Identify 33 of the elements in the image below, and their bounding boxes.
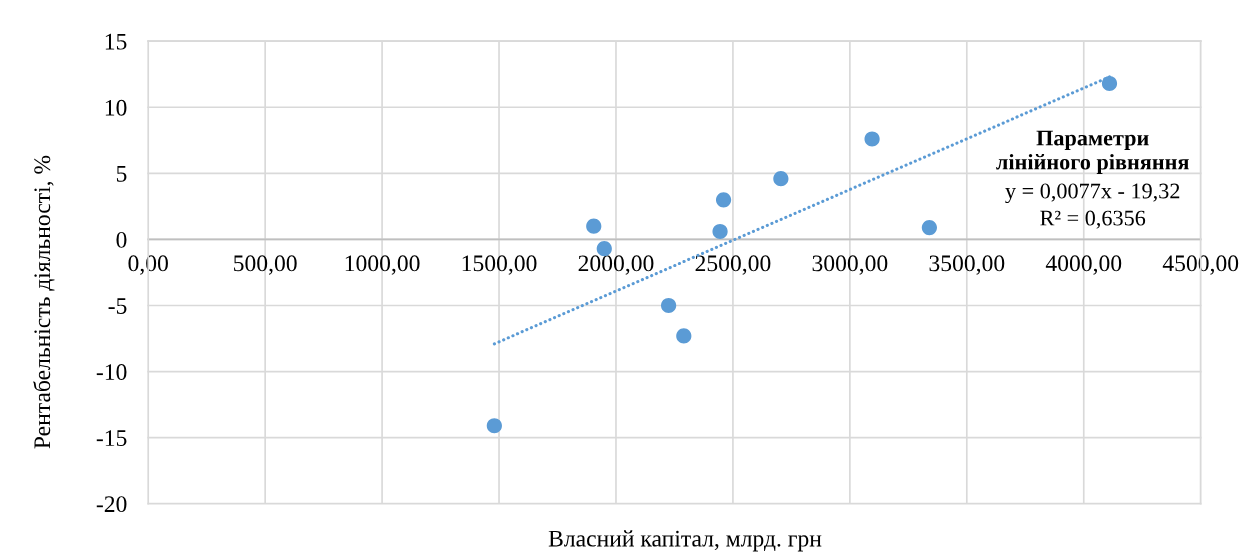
point xyxy=(586,218,602,234)
point xyxy=(1101,75,1118,92)
point xyxy=(715,192,732,208)
annotation: y = 0,0077x - 19,32 xyxy=(1005,183,1180,204)
y-tick-label: 5 xyxy=(116,166,127,182)
y-tick-label: -5 xyxy=(108,298,127,314)
point xyxy=(712,223,728,240)
x-axis-title: Власний капітал, млрд. грн xyxy=(548,530,822,552)
x-tick-label: 3000,00 xyxy=(812,255,888,275)
y-tick-label: -10 xyxy=(96,364,127,380)
x-tick-label: 2500,00 xyxy=(695,255,771,275)
point xyxy=(486,418,502,434)
point xyxy=(921,219,937,236)
y-tick-label: 15 xyxy=(105,33,127,50)
point xyxy=(676,328,692,344)
annotation: Параметри лінійного рівняння xyxy=(996,130,1189,175)
x-tick-label: 500,00 xyxy=(234,255,297,275)
x-tick-label: 2000,00 xyxy=(578,255,654,275)
x-tick-label: 3500,00 xyxy=(929,255,1005,275)
y-tick-label: -15 xyxy=(96,430,127,447)
annotation: R² = 0,6356 xyxy=(1040,210,1146,229)
x-tick-label: 4000,00 xyxy=(1045,255,1122,275)
point xyxy=(864,131,880,147)
x-tick-label: 1500,00 xyxy=(462,255,537,275)
y-axis-title: Рентабельність діяльності, % xyxy=(33,155,55,449)
y-tick-label: -20 xyxy=(96,496,127,513)
point xyxy=(661,297,677,314)
x-tick-label: 1000,00 xyxy=(345,255,420,275)
point xyxy=(773,171,789,187)
x-tick-label: 0,00 xyxy=(128,255,168,275)
x-tick-label: 4500,00 xyxy=(1162,255,1239,275)
y-tick-label: 0 xyxy=(116,231,127,248)
y-tick-label: 10 xyxy=(105,99,127,116)
